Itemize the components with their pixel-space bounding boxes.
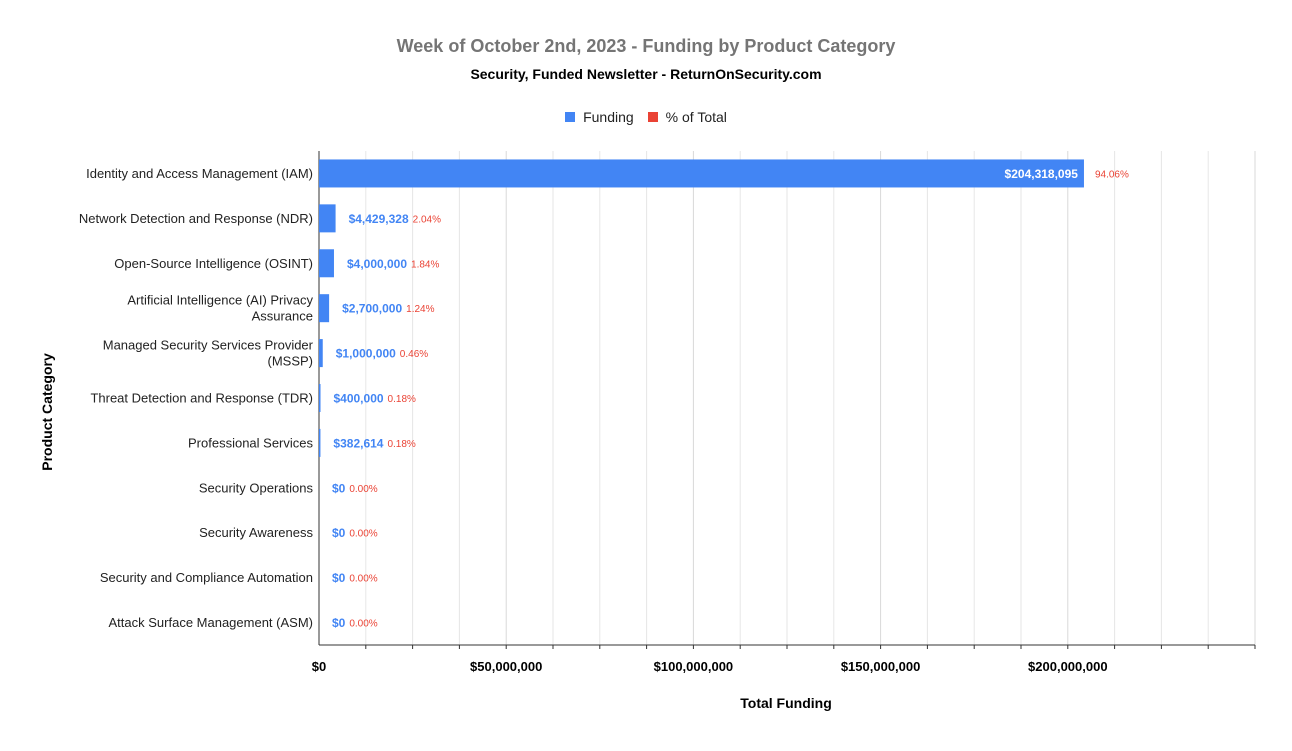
bar-funding: [319, 294, 330, 323]
legend: Funding % of Total: [0, 109, 1292, 125]
x-axis-title: Total Funding: [740, 695, 832, 711]
data-label-percent: 0.00%: [349, 619, 377, 630]
bar-funding: [319, 339, 323, 368]
data-label-funding: $4,429,328: [349, 212, 409, 226]
data-label-percent: 0.46%: [400, 349, 428, 360]
data-label-funding: $204,318,095: [1005, 167, 1079, 181]
legend-label-funding: Funding: [583, 109, 634, 125]
x-tick-label: $50,000,000: [470, 659, 542, 674]
legend-item-funding[interactable]: Funding: [565, 109, 634, 125]
data-label-percent: 2.04%: [413, 214, 441, 225]
data-label-percent: 0.18%: [387, 439, 415, 450]
legend-swatch-funding: [565, 112, 576, 122]
data-label-funding: $1,000,000: [336, 347, 396, 361]
y-tick-label: Security Operations: [199, 480, 314, 495]
data-label-percent: 0.00%: [349, 574, 377, 585]
y-tick-label: Security Awareness: [199, 525, 313, 540]
legend-label-percent: % of Total: [665, 109, 727, 125]
legend-item-percent[interactable]: % of Total: [647, 109, 727, 125]
y-tick-label: Network Detection and Response (NDR): [79, 211, 313, 226]
data-label-funding: $0: [332, 481, 346, 495]
bar-funding: [319, 204, 336, 233]
data-label-percent: 0.18%: [388, 394, 416, 405]
bar-funding: [319, 428, 321, 457]
data-label-funding: $0: [332, 526, 346, 540]
x-tick-label: $200,000,000: [1028, 659, 1108, 674]
bar-funding: [319, 249, 334, 278]
y-tick-label: Professional Services: [188, 435, 313, 450]
y-tick-label: Artificial Intelligence (AI) Privacy Assu…: [127, 293, 313, 324]
legend-swatch-percent: [647, 112, 658, 122]
y-tick-label: Open-Source Intelligence (OSINT): [114, 256, 313, 271]
y-tick-label: Threat Detection and Response (TDR): [90, 391, 313, 406]
x-tick-label: $150,000,000: [841, 659, 921, 674]
data-label-percent: 0.00%: [349, 484, 377, 495]
bar-funding: [319, 384, 321, 412]
data-label-funding: $400,000: [333, 392, 383, 406]
data-label-funding: $382,614: [333, 436, 383, 450]
data-label-funding: $2,700,000: [342, 302, 402, 316]
bar-funding: [319, 159, 1084, 188]
y-tick-label: Identity and Access Management (IAM): [86, 166, 313, 181]
data-label-funding: $0: [332, 616, 346, 630]
x-tick-label: $0: [312, 659, 326, 674]
y-tick-label: Attack Surface Management (ASM): [109, 615, 313, 630]
x-tick-label: $100,000,000: [654, 659, 734, 674]
y-tick-label: Security and Compliance Automation: [100, 570, 313, 585]
data-label-funding: $0: [332, 571, 346, 585]
data-label-percent: 1.84%: [411, 259, 439, 270]
data-label-percent: 1.24%: [406, 304, 434, 315]
chart-subtitle: Security, Funded Newsletter - ReturnOnSe…: [470, 66, 822, 82]
data-label-percent: 0.00%: [349, 529, 377, 540]
chart-title: Week of October 2nd, 2023 - Funding by P…: [396, 36, 896, 56]
data-label-percent: 94.06%: [1095, 169, 1129, 180]
data-label-funding: $4,000,000: [347, 257, 407, 271]
y-tick-label: Managed Security Services Provider (MSSP): [103, 338, 314, 369]
